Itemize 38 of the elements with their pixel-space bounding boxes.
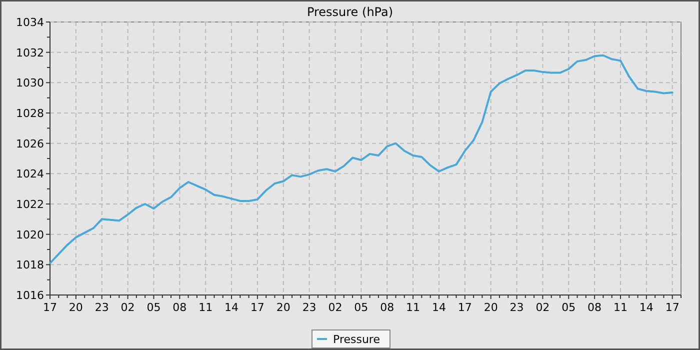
x-tick-label: 02: [536, 301, 550, 314]
x-tick-label: 17: [458, 301, 472, 314]
x-tick-label: 11: [613, 301, 628, 314]
x-tick-label: 08: [588, 301, 602, 314]
x-tick-label: 08: [380, 301, 394, 314]
x-tick-label: 23: [302, 301, 316, 314]
y-tick-label: 1016: [16, 289, 44, 302]
y-tick-label: 1032: [16, 46, 44, 60]
x-tick-label: 20: [68, 301, 83, 314]
x-tick-label: 05: [354, 301, 368, 314]
y-tick-label: 1026: [16, 137, 44, 150]
x-tick-label: 20: [484, 301, 498, 314]
x-tick-label: 17: [665, 301, 680, 314]
x-tick-label: 23: [94, 301, 109, 314]
x-tick-label: 20: [276, 301, 290, 314]
x-tick-label: 08: [172, 301, 187, 314]
x-tick-label: 11: [198, 301, 213, 314]
y-tick-label: 1028: [16, 107, 44, 120]
x-tick-label: 17: [250, 301, 264, 314]
x-tick-label: 14: [224, 301, 239, 314]
x-tick-label: 14: [432, 301, 446, 314]
x-tick-label: 17: [43, 301, 57, 314]
y-tick-label: 1034: [16, 16, 44, 29]
x-tick-label: 02: [120, 301, 135, 314]
chart-title: Pressure (hPa): [306, 5, 394, 19]
x-tick-label: 05: [146, 301, 161, 314]
y-tick-label: 1022: [16, 198, 44, 211]
y-tick-label: 1024: [16, 168, 44, 181]
x-tick-label: 14: [639, 301, 654, 314]
x-tick-label: 11: [406, 301, 420, 314]
x-tick-label: 02: [328, 301, 342, 314]
line-series: [49, 54, 674, 264]
y-tick-label: 1018: [16, 258, 44, 272]
legend-label: Pressure: [333, 333, 380, 346]
x-tick-label: 05: [562, 301, 576, 314]
y-tick-label: 1030: [16, 76, 44, 90]
y-tick-label: 1020: [16, 228, 44, 242]
x-tick-label: 23: [510, 301, 524, 314]
